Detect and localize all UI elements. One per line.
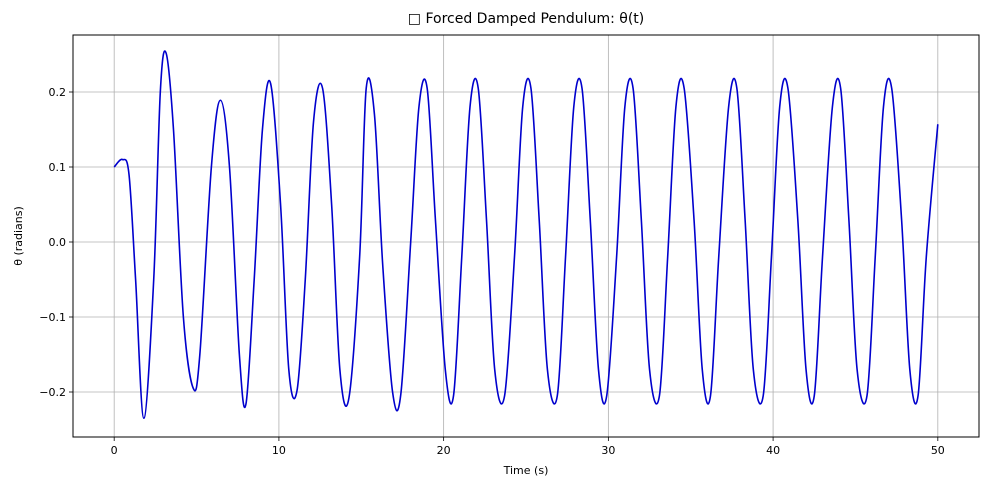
x-tick-label: 50 (931, 444, 945, 457)
series-line (113, 50, 939, 420)
x-axis-ticks: 0 10 20 30 40 50 (111, 437, 945, 457)
y-tick-label: 0.0 (49, 236, 67, 249)
x-tick-label: 20 (437, 444, 451, 457)
chart-title: □ Forced Damped Pendulum: θ(t) (408, 11, 644, 27)
x-tick-label: 40 (766, 444, 780, 457)
x-tick-label: 10 (272, 444, 286, 457)
y-axis-ticks: −0.2 −0.1 0.0 0.1 0.2 (39, 86, 73, 399)
y-tick-label: −0.1 (39, 311, 66, 324)
y-tick-label: −0.2 (39, 386, 66, 399)
y-tick-label: 0.2 (49, 86, 67, 99)
x-tick-label: 30 (601, 444, 615, 457)
y-axis-label: θ (radians) (12, 206, 25, 266)
grid-lines (73, 35, 979, 437)
plot-frame (72, 34, 980, 438)
x-axis-label: Time (s) (503, 464, 549, 477)
y-tick-label: 0.1 (49, 161, 67, 174)
x-tick-label: 0 (111, 444, 118, 457)
series-layer (113, 50, 939, 420)
